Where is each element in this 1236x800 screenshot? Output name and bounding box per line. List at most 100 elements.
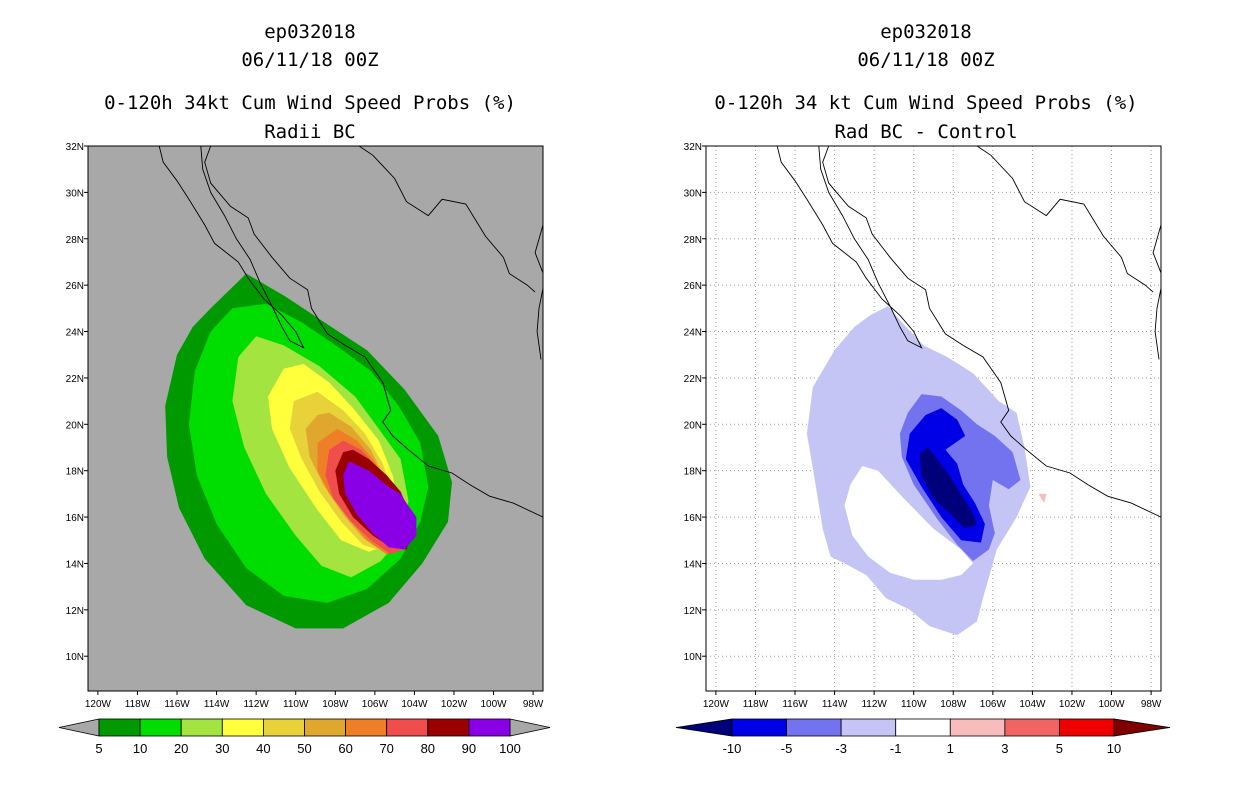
- left-y-tick-label: 24N: [66, 328, 84, 339]
- right-colorbar-swatch: [786, 718, 842, 737]
- right-coastline: [776, 146, 1161, 518]
- left-y-tick-label: 14N: [66, 559, 84, 570]
- left-colorbar-under-arrow: [58, 718, 100, 737]
- left-colorbar-swatch: [98, 718, 141, 737]
- right-coast-segment-3: [976, 146, 1154, 293]
- left-colorbar-swatch: [345, 718, 388, 737]
- right-colorbar-label: -5: [781, 741, 793, 756]
- right-contour-neg10: [919, 447, 977, 529]
- right-colorbar-swatch: [895, 718, 951, 737]
- right-x-tick-label: 104W: [1019, 699, 1046, 710]
- left-map-frame: [87, 145, 544, 692]
- left-x-tick-label: 102W: [441, 699, 468, 710]
- left-colorbar-label: 50: [297, 741, 311, 756]
- right-coast-segment-2: [1152, 224, 1161, 360]
- left-colorbar-label: 80: [421, 741, 435, 756]
- right-colorbar-swatch: [840, 718, 897, 737]
- right-panel-titles: ep032018 06/11/18 00Z 0-120h 34 kt Cum W…: [714, 21, 1137, 143]
- left-colorbar-label: 70: [379, 741, 393, 756]
- right-colorbar-label: 3: [1001, 741, 1008, 756]
- right-colorbar-label: 10: [1107, 741, 1121, 756]
- right-colorbar-label: 1: [947, 741, 954, 756]
- left-colorbar-label: 30: [215, 741, 229, 756]
- left-colorbar-label: 10: [133, 741, 147, 756]
- left-y-tick-label: 20N: [66, 420, 84, 431]
- left-y-tick-label: 16N: [66, 513, 84, 524]
- right-y-tick-label: 10N: [684, 652, 702, 663]
- left-subtitle: Radii BC: [264, 121, 356, 143]
- right-y-tick-label: 14N: [684, 559, 702, 570]
- left-colorbar-over-arrow: [509, 718, 551, 737]
- left-coastline: [158, 146, 543, 518]
- right-x-tick-label: 114W: [822, 699, 848, 710]
- left-y-tick-label: 30N: [66, 188, 84, 199]
- left-colorbar-swatch: [262, 718, 305, 737]
- right-map-frame: [705, 145, 1162, 692]
- right-subtitle: Rad BC - Control: [834, 121, 1017, 143]
- right-colorbar-label: -1: [890, 741, 902, 756]
- left-x-tick-label: 110W: [283, 699, 309, 710]
- right-colorbar-label: -3: [835, 741, 847, 756]
- right-x-tick-label: 100W: [1098, 699, 1125, 710]
- left-y-tick-label: 18N: [66, 467, 84, 478]
- right-x-tick-label: 120W: [703, 699, 730, 710]
- right-y-tick-label: 16N: [684, 513, 702, 524]
- left-storm-id: ep032018: [264, 21, 356, 43]
- right-colorbar-swatch: [1004, 718, 1060, 737]
- right-date: 06/11/18 00Z: [857, 49, 994, 71]
- right-colorbar-label: -10: [723, 741, 742, 756]
- left-colorbar-label: 40: [256, 741, 270, 756]
- right-y-tick-label: 12N: [684, 606, 702, 617]
- left-coast-segment-1: [158, 146, 305, 349]
- right-x-tick-label: 110W: [901, 699, 927, 710]
- left-colorbar-label: 90: [462, 741, 476, 756]
- left-y-tick-label: 26N: [66, 281, 84, 292]
- left-colorbar-swatch: [468, 718, 511, 737]
- right-x-tick-label: 102W: [1059, 699, 1086, 710]
- left-coast-segment-0: [204, 146, 543, 518]
- left-colorbar-swatch: [139, 718, 182, 737]
- left-y-tick-label: 22N: [66, 374, 84, 385]
- right-x-tick-label: 118W: [743, 699, 769, 710]
- right-y-tick-label: 30N: [684, 188, 702, 199]
- right-x-tick-label: 116W: [782, 699, 808, 710]
- right-map-panel: 120W 118W 116W 114W 112W 110W 108W 106W 104W 102W…: [684, 142, 1162, 710]
- right-colorbar-label: 5: [1056, 741, 1063, 756]
- left-coast-segment-2: [534, 224, 543, 360]
- right-colorbar-over-arrow: [1113, 718, 1171, 737]
- left-x-tick-label: 100W: [480, 699, 507, 710]
- left-colorbar: 5 10 20 30 40 50 60 70 80 90 100: [58, 718, 551, 756]
- right-colorbar-swatch: [949, 718, 1006, 737]
- right-y-tick-label: 32N: [684, 142, 702, 153]
- left-y-tick-label: 10N: [66, 652, 84, 663]
- left-x-tick-label: 120W: [85, 699, 112, 710]
- right-colorbar-swatch: [731, 718, 787, 737]
- right-coast-segment-1: [776, 146, 923, 349]
- right-y-tick-label: 28N: [684, 235, 702, 246]
- left-x-tick-label: 116W: [164, 699, 190, 710]
- left-colorbar-swatch: [427, 718, 470, 737]
- left-colorbar-swatch: [386, 718, 429, 737]
- left-y-tick-label: 28N: [66, 235, 84, 246]
- left-map-panel: 120W 118W 116W 114W 112W 110W 108W 106W 104W 102W…: [66, 142, 544, 710]
- right-y-tick-label: 26N: [684, 281, 702, 292]
- right-y-tick-label: 24N: [684, 328, 702, 339]
- left-coast-segment-3: [358, 146, 536, 293]
- left-colorbar-label: 100: [499, 741, 521, 756]
- left-colorbar-swatch: [180, 718, 223, 737]
- left-y-tick-label: 32N: [66, 142, 84, 153]
- left-y-tick-label: 12N: [66, 606, 84, 617]
- right-title: 0-120h 34 kt Cum Wind Speed Probs (%): [714, 92, 1137, 114]
- right-storm-id: ep032018: [880, 21, 972, 43]
- right-y-tick-label: 18N: [684, 467, 702, 478]
- left-x-tick-label: 104W: [401, 699, 428, 710]
- right-contour-1: [1038, 493, 1047, 504]
- right-colorbar-under-arrow: [675, 718, 733, 737]
- left-panel-titles: ep032018 06/11/18 00Z 0-120h 34kt Cum Wi…: [104, 21, 516, 143]
- left-x-tick-label: 98W: [523, 699, 544, 710]
- left-date: 06/11/18 00Z: [241, 49, 378, 71]
- left-x-tick-label: 108W: [322, 699, 349, 710]
- left-colorbar-swatch: [304, 718, 346, 737]
- left-contour-90: [343, 461, 417, 550]
